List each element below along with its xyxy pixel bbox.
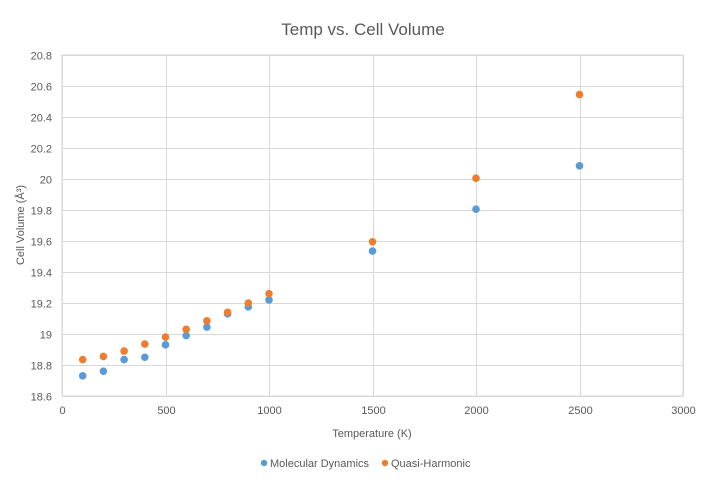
- y-tick-label: 20.2: [31, 144, 52, 156]
- x-tick-label: 1000: [257, 405, 281, 417]
- data-point: [575, 90, 584, 99]
- y-tick-label: 19.2: [31, 299, 52, 311]
- data-point: [265, 289, 273, 298]
- chart-title: Temp vs. Cell Volume: [281, 20, 444, 39]
- data-point: [141, 340, 149, 348]
- y-tick-label: 20: [40, 175, 52, 187]
- x-tick-label: 500: [157, 405, 175, 417]
- plot-area: [61, 54, 684, 397]
- y-gridlines: [62, 55, 683, 397]
- data-point: [120, 355, 128, 364]
- x-gridlines: [62, 55, 684, 396]
- legend-label: Quasi-Harmonic: [391, 458, 471, 470]
- data-point: [368, 237, 377, 246]
- data-point: [203, 317, 211, 325]
- y-tick-label: 18.6: [31, 392, 52, 404]
- x-tick-label: 2500: [568, 405, 592, 417]
- y-tick-label: 19: [40, 330, 52, 342]
- legend-item: Quasi-Harmonic: [381, 458, 471, 470]
- data-points: [78, 90, 584, 380]
- data-point: [78, 355, 87, 364]
- x-tick-label: 0: [59, 405, 65, 417]
- y-axis-label: Cell Volume (Å³): [14, 185, 27, 265]
- data-point: [368, 247, 377, 255]
- data-point: [244, 299, 253, 307]
- y-axis-ticks: 18.6 18.8 19 19.2 19.4 19.6 19.8 20 20.2 20.4 20.6…: [31, 51, 52, 404]
- y-tick-label: 20.6: [31, 82, 52, 94]
- y-tick-label: 20.4: [31, 113, 52, 125]
- data-point: [182, 331, 190, 340]
- x-tick-label: 2000: [464, 405, 488, 417]
- y-tick-label: 18.8: [31, 361, 52, 373]
- y-tick-label: 19.6: [31, 237, 52, 249]
- x-tick-label: 1500: [361, 405, 385, 417]
- data-point: [472, 205, 480, 214]
- legend: Molecular Dynamics Quasi-Harmonic: [260, 458, 471, 470]
- data-point: [99, 352, 108, 361]
- data-point: [203, 323, 211, 331]
- data-point: [78, 372, 87, 380]
- data-point: [141, 353, 149, 362]
- data-point: [575, 162, 584, 170]
- legend-item: Molecular Dynamics: [260, 458, 370, 470]
- y-tick-label: 19.4: [31, 268, 52, 280]
- data-point: [161, 333, 170, 341]
- x-axis-ticks: 0 500 1000 1500 2000 2500 3000: [59, 405, 695, 417]
- legend-label: Molecular Dynamics: [270, 458, 370, 470]
- data-point: [223, 308, 232, 317]
- y-tick-label: 19.8: [31, 206, 52, 218]
- data-point: [182, 325, 190, 334]
- legend-marker: [381, 459, 389, 467]
- data-point: [120, 347, 128, 355]
- data-point: [265, 296, 273, 304]
- data-point: [472, 174, 480, 183]
- series-molecular-dynamics: [78, 162, 584, 380]
- series-quasi-harmonic: [78, 90, 584, 364]
- x-axis-label: Temperature (K): [332, 428, 411, 440]
- x-tick-label: 3000: [671, 405, 695, 417]
- data-point: [99, 367, 108, 376]
- data-point: [161, 341, 170, 349]
- y-tick-label: 20.8: [31, 51, 52, 63]
- legend-marker: [260, 459, 268, 467]
